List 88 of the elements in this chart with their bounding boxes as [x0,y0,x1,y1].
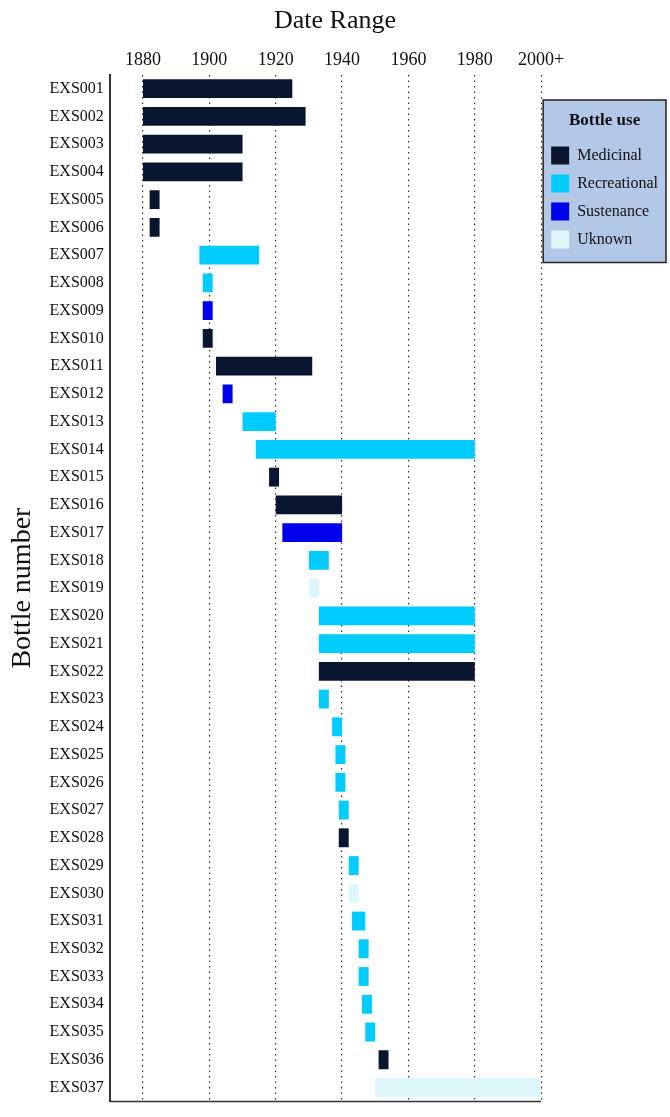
y-tick-label: EXS022 [49,661,104,679]
bar [338,828,349,848]
y-tick-label: EXS018 [49,550,104,568]
legend-label: Recreational [577,173,659,191]
y-tick-label: EXS028 [49,828,104,846]
bar [222,384,233,404]
y-tick-label: EXS035 [49,1022,104,1040]
y-tick-label: EXS021 [49,633,104,651]
bar [375,1078,542,1097]
bar [202,273,213,293]
y-axis-title: Bottle number [5,506,37,669]
bar [308,578,319,598]
x-tick-label: 1960 [390,48,427,69]
legend-label: Medicinal [577,145,643,163]
bar [149,190,160,210]
y-tick-label: EXS020 [49,606,104,624]
bar [335,772,346,792]
y-tick-label: EXS024 [49,717,104,735]
y-tick-label: EXS017 [49,522,104,540]
bar [216,356,313,376]
y-tick-label: EXS011 [50,356,104,374]
y-tick-label: EXS032 [49,939,104,956]
legend-label: Uknown [577,229,633,247]
bar [358,939,369,959]
y-tick-label: EXS019 [49,578,104,596]
y-tick-label: EXS010 [49,328,104,346]
bar [318,689,329,709]
y-tick-label: EXS027 [49,800,104,818]
y-tick-label: EXS036 [49,1049,104,1067]
y-tick-label: EXS014 [49,439,104,457]
y-tick-label: EXS001 [49,78,104,96]
y-tick-label: EXS015 [49,467,104,485]
x-tick-label: 1940 [324,48,361,69]
bar [149,217,160,237]
bar [143,162,243,182]
bar [361,994,372,1014]
bar [318,661,475,681]
y-tick-label: EXS012 [49,384,104,402]
bar [202,301,213,321]
bar [143,134,243,154]
bar [348,883,359,903]
y-tick-label: EXS006 [49,217,104,235]
bar [269,467,280,487]
bar [358,967,369,986]
bar [255,439,475,459]
x-tick-label: 2000+ [518,48,565,69]
y-tick-label: EXS009 [49,300,104,318]
y-tick-label: EXS008 [49,273,104,291]
bar [365,1022,376,1042]
bar [143,79,293,99]
bar [352,911,366,931]
bar [378,1050,389,1070]
y-tick-label: EXS029 [49,855,104,873]
y-tick-label: EXS005 [49,189,104,207]
y-tick-label: EXS002 [49,106,104,124]
bar [308,550,329,570]
x-tick-label: 1920 [257,48,294,69]
x-tick-label: 1980 [456,48,493,69]
x-tick-label: 1900 [191,48,228,69]
bar [332,717,343,737]
bar [202,328,213,348]
bar [199,245,260,265]
y-tick-label: EXS016 [49,495,104,513]
bar [348,856,359,875]
bar [335,745,346,765]
y-tick-label: EXS013 [49,411,104,429]
legend-label: Sustenance [577,201,650,219]
bar [338,800,349,820]
y-tick-label: EXS034 [49,994,104,1012]
y-tick-label: EXS007 [49,245,104,263]
bar [318,634,475,654]
bar [282,523,343,543]
y-tick-label: EXS037 [49,1077,104,1095]
bar [318,606,475,626]
legend-title: Bottle use [568,109,641,129]
chart-title: Date Range [273,5,397,35]
y-tick-label: EXS025 [49,744,104,762]
y-tick-label: EXS004 [49,162,104,180]
y-tick-label: EXS031 [49,911,104,929]
x-tick-label: 1880 [125,48,162,69]
y-tick-label: EXS023 [49,689,104,707]
y-tick-label: EXS030 [49,883,104,901]
bar [242,412,276,432]
y-tick-label: EXS003 [49,134,104,152]
y-tick-label: EXS033 [49,966,104,984]
bar [275,495,343,515]
y-tick-label: EXS026 [49,772,104,790]
bar [143,106,306,126]
